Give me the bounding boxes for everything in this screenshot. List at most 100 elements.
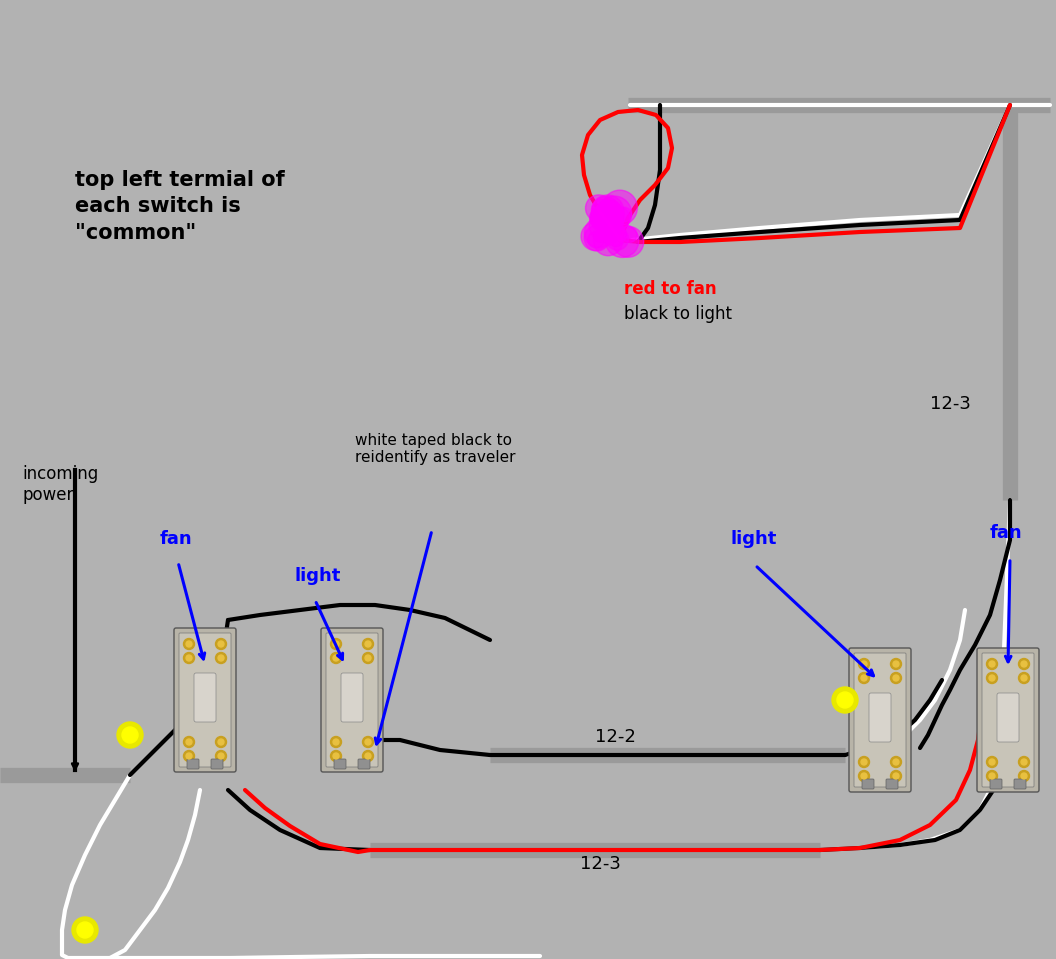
- Circle shape: [215, 737, 226, 747]
- Text: light: light: [295, 567, 341, 585]
- FancyBboxPatch shape: [997, 693, 1019, 742]
- FancyBboxPatch shape: [211, 759, 223, 769]
- FancyBboxPatch shape: [849, 648, 911, 792]
- FancyBboxPatch shape: [869, 693, 891, 742]
- Circle shape: [218, 641, 224, 647]
- Circle shape: [986, 672, 998, 684]
- Text: fan: fan: [991, 524, 1022, 542]
- Circle shape: [331, 639, 341, 649]
- Circle shape: [331, 652, 341, 664]
- Circle shape: [890, 757, 902, 767]
- Circle shape: [365, 641, 371, 647]
- Circle shape: [597, 204, 623, 230]
- Circle shape: [622, 227, 637, 243]
- Circle shape: [588, 231, 605, 248]
- FancyBboxPatch shape: [854, 653, 906, 787]
- Circle shape: [362, 639, 374, 649]
- Text: white taped black to
reidentify as traveler: white taped black to reidentify as trave…: [355, 433, 515, 465]
- Circle shape: [365, 753, 371, 759]
- Circle shape: [986, 757, 998, 767]
- Circle shape: [186, 641, 192, 647]
- Circle shape: [585, 195, 612, 222]
- Circle shape: [1018, 659, 1030, 669]
- Circle shape: [593, 230, 606, 242]
- Text: black to light: black to light: [624, 305, 732, 323]
- Circle shape: [584, 218, 615, 247]
- Circle shape: [861, 759, 867, 765]
- Circle shape: [986, 770, 998, 782]
- FancyBboxPatch shape: [358, 759, 370, 769]
- Circle shape: [184, 751, 194, 761]
- Text: 12-2: 12-2: [595, 728, 636, 746]
- Circle shape: [186, 753, 192, 759]
- Circle shape: [581, 222, 609, 250]
- Circle shape: [989, 675, 995, 681]
- Circle shape: [584, 225, 610, 251]
- FancyBboxPatch shape: [187, 759, 199, 769]
- FancyBboxPatch shape: [326, 633, 378, 767]
- Circle shape: [218, 655, 224, 661]
- Circle shape: [591, 195, 624, 227]
- Circle shape: [861, 675, 867, 681]
- Circle shape: [893, 675, 899, 681]
- Circle shape: [596, 205, 620, 229]
- Circle shape: [333, 753, 339, 759]
- Circle shape: [333, 739, 339, 745]
- FancyBboxPatch shape: [180, 633, 231, 767]
- Circle shape: [215, 751, 226, 761]
- Circle shape: [186, 655, 192, 661]
- Circle shape: [184, 652, 194, 664]
- FancyBboxPatch shape: [174, 628, 235, 772]
- Circle shape: [837, 692, 853, 708]
- FancyBboxPatch shape: [982, 653, 1034, 787]
- Circle shape: [365, 739, 371, 745]
- Circle shape: [590, 208, 609, 227]
- Circle shape: [615, 229, 626, 241]
- Circle shape: [591, 204, 620, 233]
- Circle shape: [592, 199, 611, 218]
- Circle shape: [608, 217, 619, 227]
- Circle shape: [986, 659, 998, 669]
- Text: red to fan: red to fan: [624, 280, 717, 298]
- Text: fan: fan: [161, 530, 192, 548]
- FancyBboxPatch shape: [334, 759, 346, 769]
- Circle shape: [1018, 757, 1030, 767]
- Circle shape: [362, 737, 374, 747]
- Circle shape: [215, 652, 226, 664]
- Circle shape: [893, 661, 899, 667]
- Circle shape: [989, 661, 995, 667]
- Circle shape: [1021, 661, 1027, 667]
- Circle shape: [605, 224, 639, 257]
- Circle shape: [333, 655, 339, 661]
- FancyBboxPatch shape: [194, 673, 216, 722]
- Circle shape: [122, 727, 138, 743]
- Circle shape: [603, 223, 626, 246]
- Circle shape: [861, 773, 867, 779]
- Circle shape: [593, 226, 623, 256]
- Circle shape: [365, 655, 371, 661]
- Circle shape: [617, 207, 631, 222]
- Circle shape: [859, 659, 869, 669]
- Circle shape: [218, 739, 224, 745]
- Circle shape: [591, 197, 620, 224]
- Circle shape: [893, 759, 899, 765]
- FancyBboxPatch shape: [977, 648, 1039, 792]
- Circle shape: [333, 641, 339, 647]
- Circle shape: [989, 773, 995, 779]
- Circle shape: [589, 206, 614, 230]
- Circle shape: [77, 922, 93, 938]
- FancyBboxPatch shape: [862, 779, 874, 789]
- Circle shape: [893, 773, 899, 779]
- Circle shape: [1018, 770, 1030, 782]
- Circle shape: [117, 722, 143, 748]
- Circle shape: [610, 207, 622, 219]
- Text: 12-3: 12-3: [930, 395, 970, 413]
- Circle shape: [832, 687, 857, 713]
- Circle shape: [184, 737, 194, 747]
- Circle shape: [331, 751, 341, 761]
- Circle shape: [606, 206, 630, 230]
- FancyBboxPatch shape: [886, 779, 898, 789]
- Circle shape: [859, 770, 869, 782]
- FancyBboxPatch shape: [321, 628, 383, 772]
- Text: top left termial of
each switch is
"common": top left termial of each switch is "comm…: [75, 170, 285, 243]
